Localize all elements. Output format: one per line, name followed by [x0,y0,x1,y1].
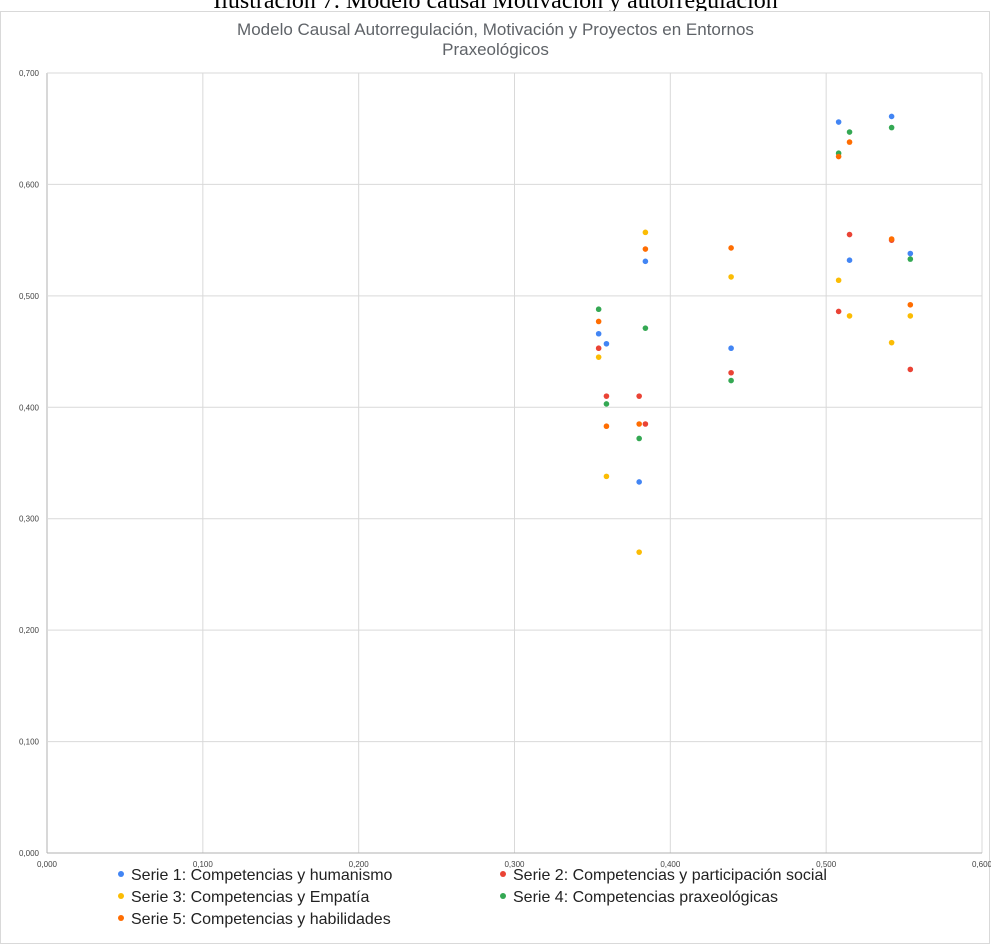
series-4-point [642,325,649,331]
series-3-point [603,473,610,480]
series-3-point [642,229,649,236]
x-tick-label: 0,100 [193,860,214,869]
series-1-point [603,340,610,347]
y-tick-label: 0,400 [19,403,40,412]
series-5-point [846,139,853,145]
x-tick-label: 0,200 [349,860,370,869]
tick-labels: 0,000 0,100 0,200 0,300 0,400 0,500 0,600 0,000… [19,69,991,869]
series-2-point [835,308,842,315]
y-tick-label: 0,500 [19,292,40,301]
y-tick-label: 0,000 [19,849,40,858]
chart-frame [0,11,990,944]
series-1-point [636,479,642,485]
series-5-point [642,246,649,252]
x-tick-label: 0,600 [972,860,991,869]
series-5-point [907,301,914,308]
series-3-point [595,354,602,360]
series-5-point [603,423,610,430]
series-4-point [907,256,914,262]
series-2-point [642,421,649,427]
series-4-point [636,435,642,442]
series-4-point [595,306,602,313]
x-tick-label: 0,400 [660,860,681,869]
y-tick-label: 0,700 [19,69,40,78]
x-tick-label: 0,000 [37,860,58,869]
series-2-point [846,231,853,238]
chart-title-line-1: Modelo Causal Autorregulación, Motivació… [237,20,754,39]
series-5-point [595,318,602,325]
series-5-point [835,153,842,160]
series-1-point [888,113,895,120]
figure-caption: Ilustración 7. Modelo causal Motivación … [213,0,778,14]
series-1-point [642,258,649,265]
series-4-point [888,124,895,131]
series-2-point [636,393,642,399]
y-tick-label: 0,200 [19,626,40,635]
series-3-point [728,274,734,280]
y-tick-label: 0,300 [19,515,40,524]
series-1-point [846,257,853,264]
series-3-point [835,277,842,284]
series-2-point [603,393,610,399]
series-1-point [835,119,842,125]
grid-lines [46,72,983,854]
series-3-point [907,313,914,319]
series-2-point [728,369,734,376]
series-2-point [907,366,914,373]
data-points [595,113,914,555]
x-tick-label: 0,500 [816,860,837,869]
series-1-point [595,330,602,337]
series-1-point [728,345,734,352]
series-4-point [603,401,610,407]
chart-title-line-2: Praxeológicos [442,40,549,59]
series-3-point [636,549,642,555]
series-5-point [636,421,642,427]
series-5-point [888,236,895,242]
series-3-point [888,339,895,346]
y-tick-label: 0,600 [19,180,40,189]
series-1-point [907,250,914,257]
y-tick-label: 0,100 [19,738,40,747]
series-5-point [728,245,734,251]
series-3-point [846,313,853,319]
series-2-point [595,345,602,352]
x-tick-label: 0,300 [504,860,525,869]
series-4-point [728,377,734,384]
series-4-point [846,129,853,135]
